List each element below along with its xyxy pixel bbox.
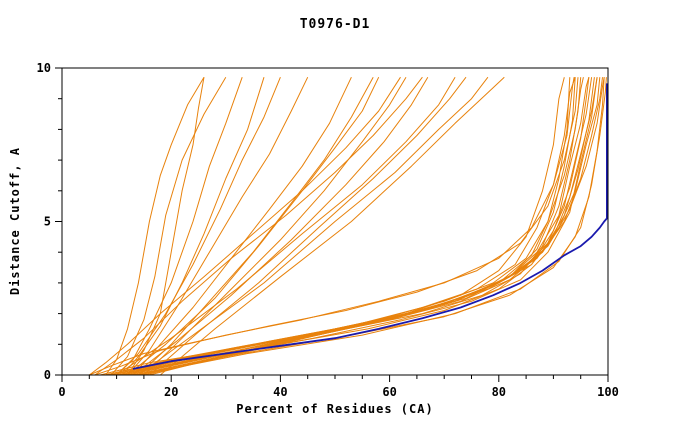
curve-model-13 xyxy=(116,76,456,376)
curve-model-09 xyxy=(138,76,374,376)
model-curves xyxy=(89,76,608,376)
x-tick-label: 60 xyxy=(382,385,396,399)
curve-model-08 xyxy=(132,76,352,376)
x-tick-label: 40 xyxy=(273,385,287,399)
curve-model-02 xyxy=(110,76,227,376)
curve-highlighted-model xyxy=(132,83,608,370)
axes xyxy=(55,67,609,382)
tick-labels: 0 20 40 60 80 100 0 5 10 xyxy=(37,61,619,399)
curve-model-16 xyxy=(159,76,505,376)
curve-model-30 xyxy=(100,77,571,376)
curve-model-05 xyxy=(127,77,205,376)
curve-model-27 xyxy=(116,77,590,376)
curve-model-01 xyxy=(105,76,205,376)
x-tick-label: 80 xyxy=(492,385,506,399)
x-tick-label: 20 xyxy=(164,385,178,399)
y-axis-label: Distance Cutoff, A xyxy=(8,147,22,295)
curve-model-15 xyxy=(138,76,489,376)
curve-model-07 xyxy=(127,76,309,376)
curve-model-34 xyxy=(89,77,579,376)
curve-model-04 xyxy=(121,77,265,376)
curve-model-37 xyxy=(94,76,423,376)
y-tick-label: 5 xyxy=(44,215,51,229)
curve-model-35 xyxy=(94,77,575,376)
x-tick-label: 100 xyxy=(597,385,619,399)
x-axis-label: Percent of Residues (CA) xyxy=(236,402,433,416)
chart-title: T0976-D1 xyxy=(300,17,371,32)
curve-model-31 xyxy=(121,77,595,376)
curve-model-36 xyxy=(89,76,401,376)
curve-model-06 xyxy=(116,77,281,376)
curve-model-12 xyxy=(132,76,429,376)
curve-model-20 xyxy=(121,77,590,376)
curve-model-22 xyxy=(132,77,598,376)
curve-model-32 xyxy=(138,77,607,376)
y-tick-label: 0 xyxy=(44,368,51,382)
y-tick-label: 10 xyxy=(37,61,51,75)
x-tick-label: 0 xyxy=(58,385,65,399)
curve-model-03 xyxy=(116,77,243,376)
